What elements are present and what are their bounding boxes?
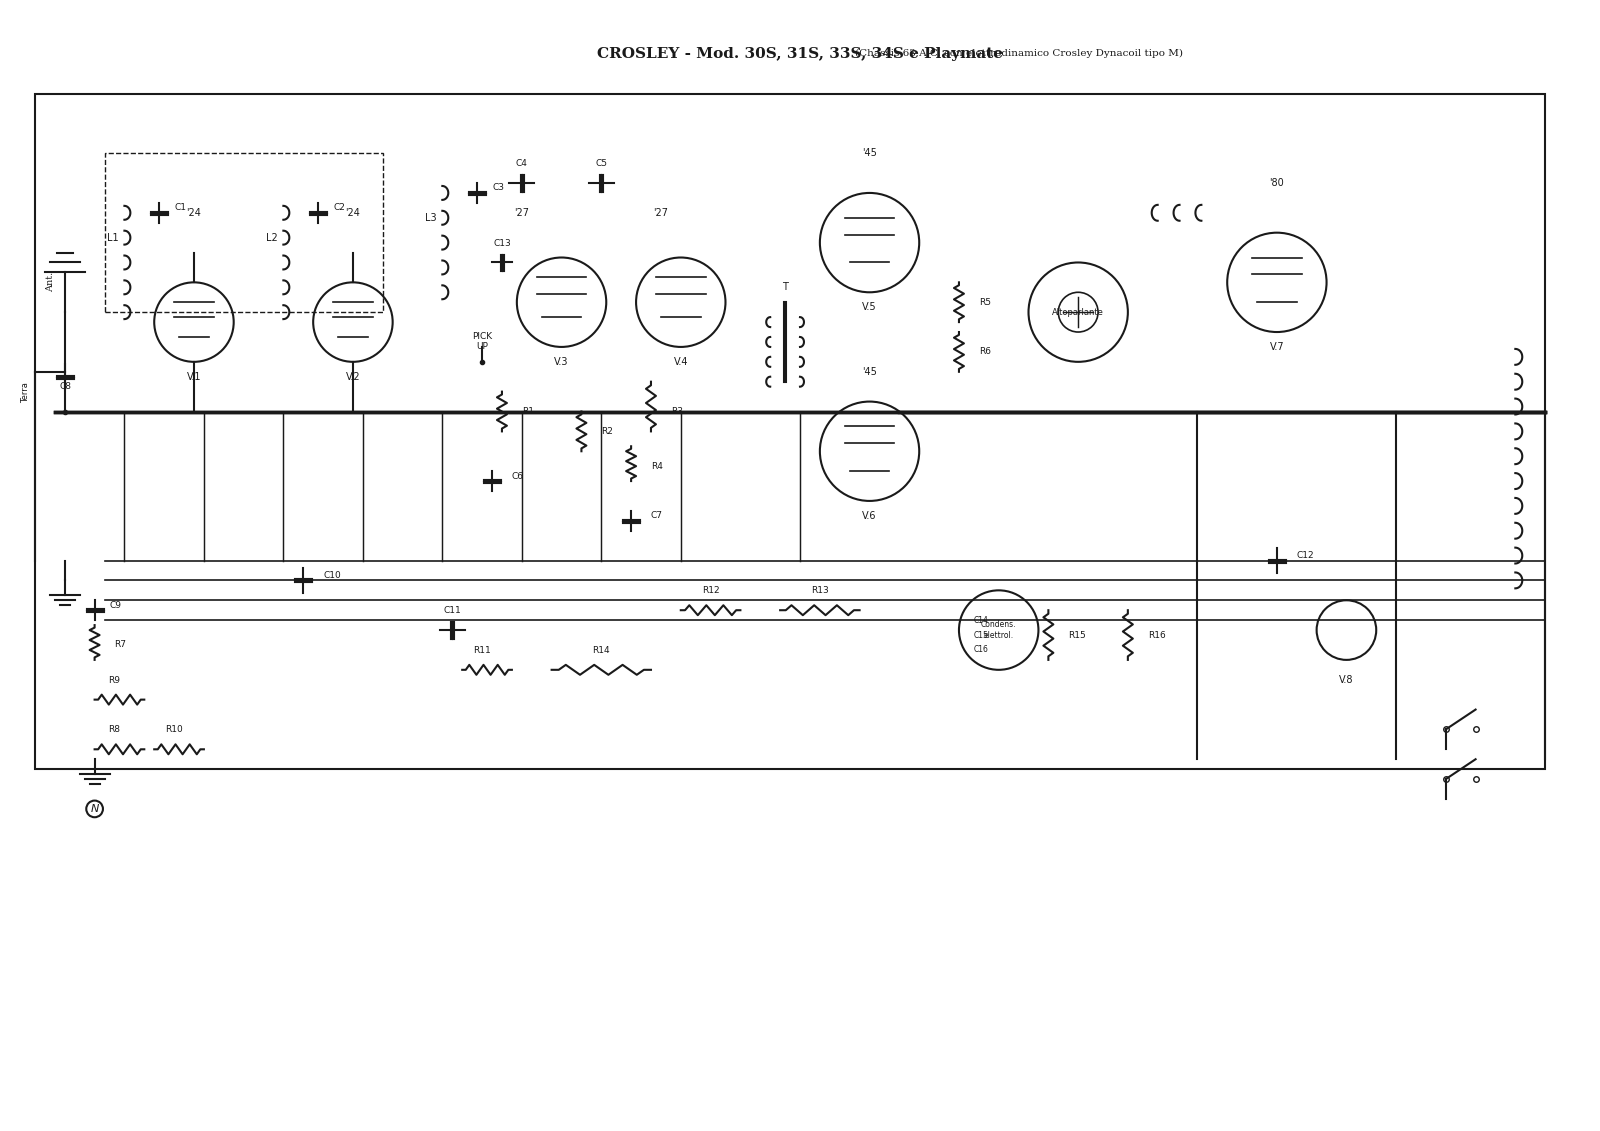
Text: R5: R5 — [979, 297, 990, 307]
Text: C3: C3 — [493, 183, 504, 192]
Text: R2: R2 — [602, 426, 613, 435]
Text: V.5: V.5 — [862, 302, 877, 312]
Text: C2: C2 — [333, 204, 346, 213]
Text: R13: R13 — [811, 586, 829, 595]
Text: '24: '24 — [187, 208, 202, 218]
Text: '45: '45 — [862, 148, 877, 158]
Text: R8: R8 — [109, 725, 120, 734]
Text: C11: C11 — [443, 606, 461, 615]
Text: R12: R12 — [702, 586, 720, 595]
Text: (Chassis 63 A.C. con elettrodinamico Crosley Dynacoil tipo M): (Chassis 63 A.C. con elettrodinamico Cro… — [854, 50, 1182, 59]
Text: R9: R9 — [109, 675, 120, 684]
Text: '24: '24 — [346, 208, 360, 218]
Text: V.6: V.6 — [862, 511, 877, 520]
Text: V.1: V.1 — [187, 372, 202, 382]
Text: R1: R1 — [522, 407, 534, 416]
Text: C5: C5 — [595, 159, 608, 169]
Text: R10: R10 — [165, 725, 182, 734]
Text: R3: R3 — [670, 407, 683, 416]
Text: Condens.
elettrol.: Condens. elettrol. — [981, 621, 1016, 640]
Text: R11: R11 — [474, 646, 491, 655]
Text: T: T — [782, 283, 789, 292]
Text: V.8: V.8 — [1339, 675, 1354, 684]
Text: '27: '27 — [514, 208, 530, 218]
Text: L1: L1 — [107, 233, 118, 243]
Text: N: N — [91, 804, 99, 814]
Text: '80: '80 — [1269, 178, 1285, 188]
Text: '27: '27 — [653, 208, 669, 218]
Text: Ant.: Ant. — [46, 273, 54, 293]
Text: C10: C10 — [323, 571, 341, 580]
Text: V.7: V.7 — [1269, 342, 1285, 352]
Text: CROSLEY - Mod. 30S, 31S, 33S, 34S e Playmate: CROSLEY - Mod. 30S, 31S, 33S, 34S e Play… — [597, 46, 1003, 61]
Text: Altoparlante: Altoparlante — [1053, 308, 1104, 317]
Text: C16: C16 — [974, 646, 989, 655]
Text: C12: C12 — [1296, 551, 1314, 560]
Text: R15: R15 — [1069, 631, 1086, 639]
Text: V.2: V.2 — [346, 372, 360, 382]
Text: C13: C13 — [493, 239, 510, 248]
Text: C1: C1 — [174, 204, 186, 213]
Text: R7: R7 — [115, 640, 126, 649]
Text: R4: R4 — [651, 461, 662, 470]
Text: C8: C8 — [59, 382, 72, 391]
Text: C4: C4 — [515, 159, 528, 169]
Text: C7: C7 — [651, 511, 662, 520]
Text: L2: L2 — [266, 233, 277, 243]
Text: Terra: Terra — [21, 381, 29, 403]
Text: V.3: V.3 — [554, 356, 570, 366]
Text: R16: R16 — [1147, 631, 1165, 639]
Text: L3: L3 — [424, 213, 437, 223]
Text: V.4: V.4 — [674, 356, 688, 366]
Text: C14: C14 — [974, 615, 989, 624]
Text: R14: R14 — [592, 646, 610, 655]
Text: C15: C15 — [974, 631, 989, 639]
Text: R6: R6 — [979, 347, 990, 356]
Text: C6: C6 — [512, 472, 523, 481]
Text: PICK
UP: PICK UP — [472, 333, 493, 352]
Text: C9: C9 — [109, 601, 122, 610]
Text: '45: '45 — [862, 366, 877, 377]
